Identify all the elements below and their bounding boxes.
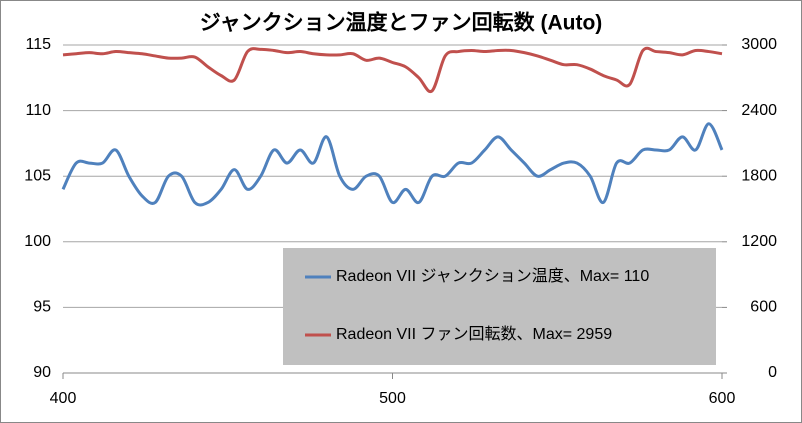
y2-tick-label: 0 <box>768 364 777 381</box>
x-tick-label: 600 <box>709 390 736 407</box>
y2-tick-label: 1200 <box>741 233 777 250</box>
chart-title: ジャンクション温度とファン回転数 (Auto) <box>200 11 603 35</box>
y-tick-label: 100 <box>24 233 51 250</box>
y-tick-label: 110 <box>25 102 51 119</box>
y2-tick-label: 1800 <box>741 167 777 184</box>
y-tick-label: 105 <box>24 167 51 184</box>
series-line <box>62 46 723 94</box>
y-tick-label: 95 <box>33 299 51 316</box>
y-tick-label: 115 <box>25 36 51 53</box>
y2-tick-label: 3000 <box>741 36 777 53</box>
y2-tick-label: 600 <box>750 299 777 316</box>
legend-label: Radeon VII ジャンクション温度、Max= 110 <box>336 267 649 285</box>
legend-box <box>283 248 716 365</box>
x-tick-label: 400 <box>50 390 77 407</box>
legend-label: Radeon VII ファン回転数、Max= 2959 <box>336 325 612 343</box>
y-tick-label: 90 <box>33 364 51 381</box>
y2-tick-label: 2400 <box>741 102 777 119</box>
series-line <box>61 122 724 207</box>
x-tick-label: 500 <box>379 390 406 407</box>
